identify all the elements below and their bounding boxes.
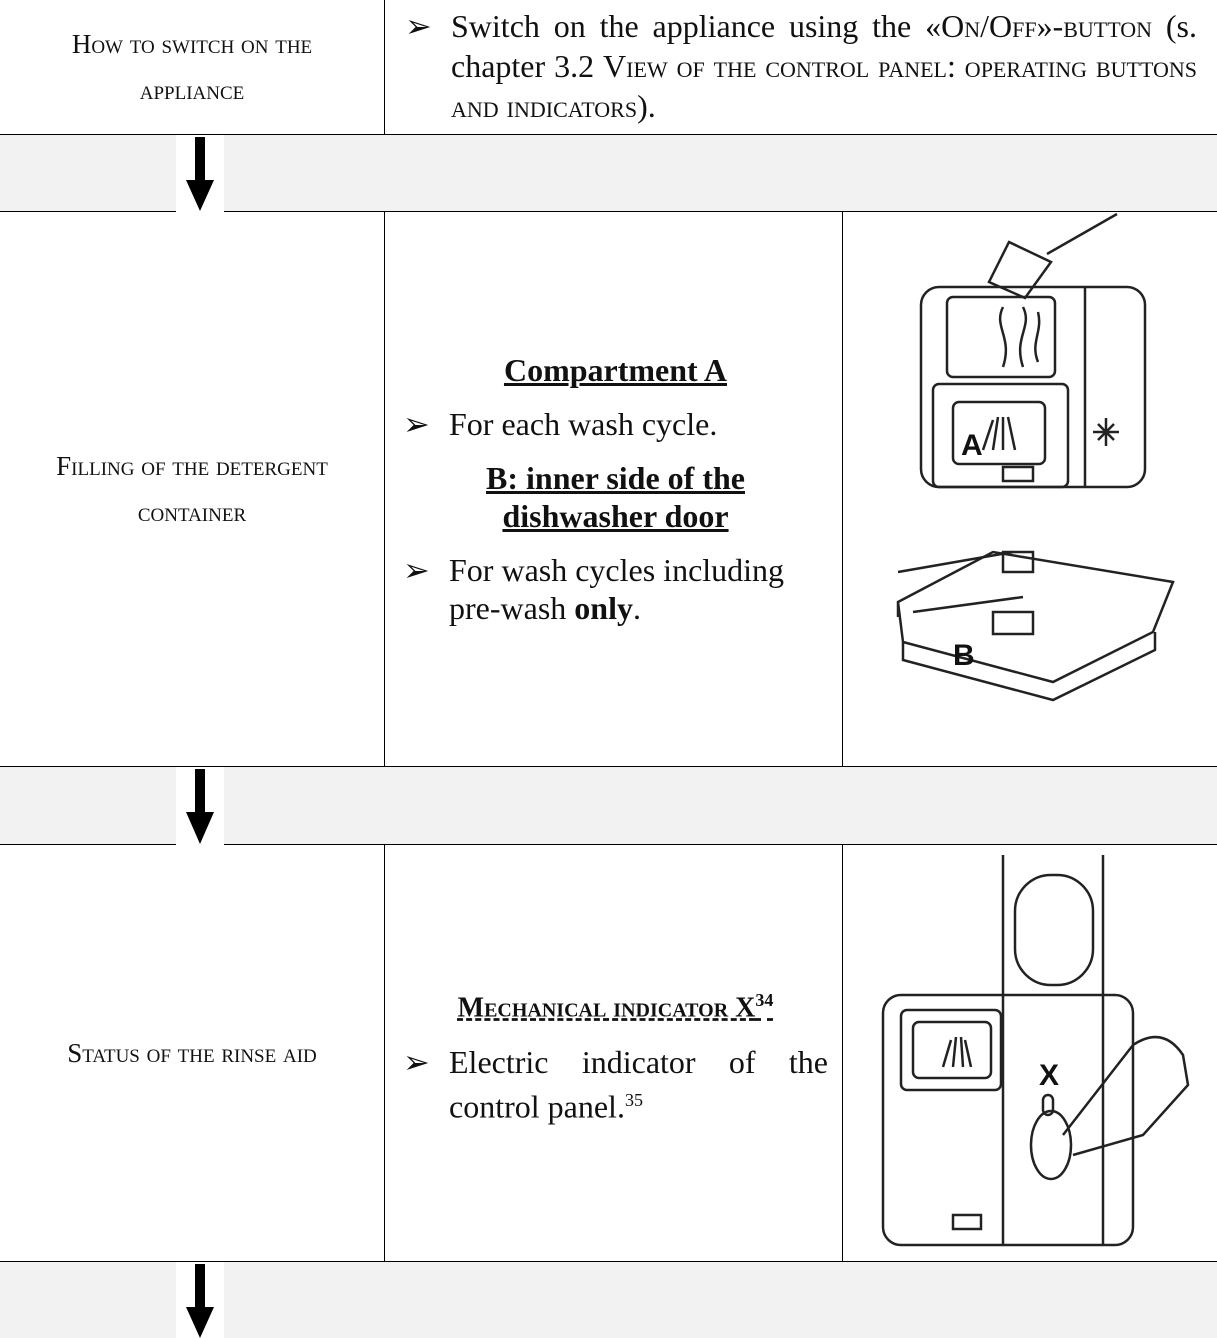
text: button — [1063, 8, 1153, 44]
arrow — [176, 767, 224, 845]
label-text: Status of the rinse aid — [67, 1038, 317, 1068]
image-label: B — [953, 639, 975, 672]
illustration: A B — [843, 212, 1217, 766]
arrow — [176, 135, 224, 212]
image-label: X — [1039, 1059, 1059, 1092]
footnote: 34 — [755, 989, 774, 1010]
heading: Mechanical indicator X34 — [403, 981, 828, 1027]
text: For wash cycles including pre-wash — [449, 552, 785, 626]
bullet: For wash cycles including pre-wash only. — [403, 551, 828, 627]
instruction: Switch on the appliance using the «On/Of… — [385, 0, 1217, 134]
step-row: Filling of the detergent container Compa… — [0, 212, 1217, 767]
step-row: How to switch on the appliance Switch on… — [0, 0, 1217, 135]
text: (s. chapter 3.2 — [451, 8, 1198, 84]
arrow-band — [0, 767, 1217, 845]
text: Mechanical indicator X — [457, 991, 756, 1023]
text: Switch on the appliance using the « — [451, 8, 942, 44]
bullet: For each wash cycle. — [403, 405, 828, 443]
label-text: How to switch on the appliance — [71, 29, 313, 105]
footnote: 35 — [624, 1089, 643, 1110]
heading: Compartment A — [503, 352, 728, 388]
bullet: Electric indicator of the control panel.… — [403, 1043, 828, 1126]
text: »- — [1036, 8, 1064, 44]
instruction: Compartment A For each wash cycle. B: in… — [385, 212, 843, 766]
arrow-band — [0, 135, 1217, 212]
text: On/Off — [941, 8, 1037, 44]
label-text: Filling of the detergent container — [56, 451, 328, 527]
text: Electric indicator of the control panel. — [449, 1043, 828, 1125]
detergent-illustration: A B — [896, 212, 1175, 701]
text: only — [574, 590, 633, 626]
illustration: X — [843, 845, 1217, 1261]
step-label: How to switch on the appliance — [0, 0, 385, 134]
text: View of the control panel: operating but… — [451, 48, 1198, 124]
step-label: Filling of the detergent container — [0, 212, 385, 766]
heading: B: inner side of the dishwasher door — [486, 460, 745, 534]
instruction: Mechanical indicator X34 Electric indica… — [385, 845, 843, 1261]
text: ). — [637, 88, 656, 124]
rinse-illustration: X — [881, 854, 1190, 1246]
step-label: Status of the rinse aid — [0, 845, 385, 1261]
arrow — [176, 1262, 224, 1338]
text: . — [632, 590, 641, 626]
image-label: A — [961, 429, 983, 462]
bullet: Switch on the appliance using the «On/Of… — [405, 6, 1197, 126]
step-row: Status of the rinse aid Mechanical indic… — [0, 845, 1217, 1262]
arrow-band — [0, 1262, 1217, 1338]
